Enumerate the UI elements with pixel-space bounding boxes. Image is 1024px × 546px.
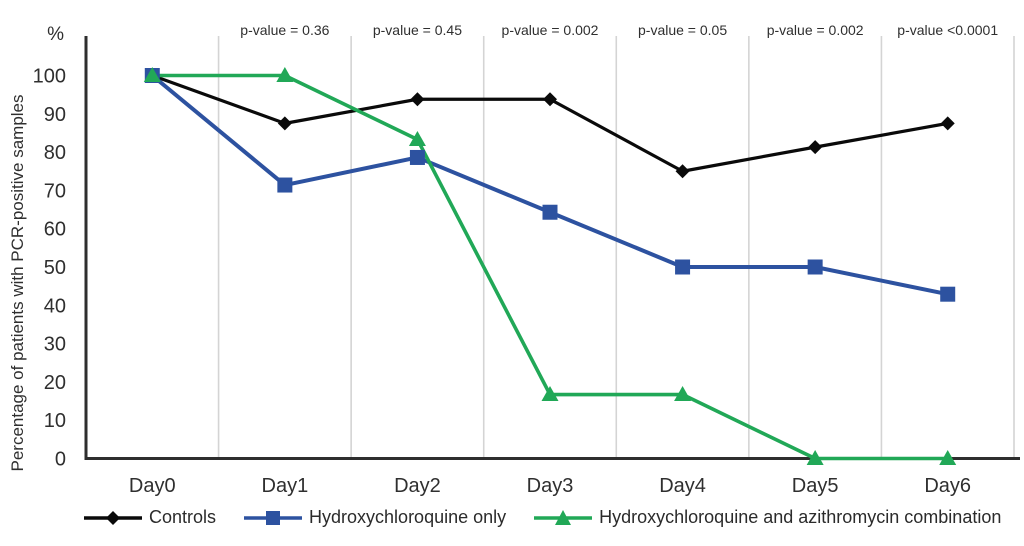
x-tick-label: Day1 bbox=[262, 475, 309, 497]
square-marker bbox=[807, 259, 823, 275]
series-line-triangle bbox=[152, 73, 948, 461]
diamond-marker bbox=[277, 116, 292, 131]
legend-label-controls: Controls bbox=[149, 507, 217, 527]
diamond-marker-icon bbox=[84, 510, 142, 525]
diamond-marker bbox=[808, 140, 823, 155]
y-tick-label: 20 bbox=[44, 372, 66, 394]
y-tick-label: 60 bbox=[44, 219, 66, 241]
p-value-annotation: p-value = 0.05 bbox=[638, 22, 727, 38]
square-marker bbox=[940, 286, 956, 302]
x-tick-label: Day4 bbox=[659, 475, 706, 497]
triangle-marker bbox=[674, 386, 692, 402]
diamond-marker bbox=[410, 92, 425, 107]
y-tick-label: 10 bbox=[44, 410, 66, 432]
p-value-annotation: p-value = 0.002 bbox=[767, 22, 864, 38]
legend-item-hcq-azithromycin-combination: Hydroxychloroquine and azithromycin comb… bbox=[532, 507, 1001, 528]
x-tick-label: Day2 bbox=[394, 475, 441, 497]
y-tick-label: 70 bbox=[44, 180, 66, 202]
p-value-annotation: p-value = 0.36 bbox=[240, 22, 329, 38]
y-tick-label: 0 bbox=[55, 449, 66, 471]
y-tick-label: 90 bbox=[44, 104, 66, 126]
legend-item-controls: Controls bbox=[82, 507, 216, 528]
legend-label-hcq-azithromycin-combination: Hydroxychloroquine and azithromycin comb… bbox=[599, 507, 1002, 527]
triangle-marker bbox=[276, 67, 294, 82]
y-tick-label: 30 bbox=[44, 334, 66, 356]
legend-item-hydroxychloroquine-only: Hydroxychloroquine only bbox=[242, 507, 506, 528]
triangle-marker bbox=[143, 67, 161, 82]
diamond-marker bbox=[940, 116, 955, 131]
square-marker bbox=[277, 177, 293, 193]
x-tick-label: Day3 bbox=[527, 475, 574, 497]
legend-label-hydroxychloroquine-only: Hydroxychloroquine only bbox=[309, 507, 507, 527]
triangle-marker bbox=[806, 450, 824, 465]
y-tick-label: 50 bbox=[44, 257, 66, 279]
triangle-marker bbox=[408, 130, 426, 146]
p-value-annotation: p-value = 0.45 bbox=[373, 22, 462, 38]
triangle-marker bbox=[541, 386, 559, 402]
y-axis-unit-label: % bbox=[47, 24, 64, 45]
square-marker bbox=[542, 204, 558, 220]
chart-legend: Controls Hydroxychloroquine only Hydroxy… bbox=[82, 507, 1001, 528]
y-tick-label: 100 bbox=[33, 66, 66, 88]
y-tick-label: 80 bbox=[44, 142, 66, 164]
diamond-marker bbox=[543, 92, 557, 107]
square-marker bbox=[675, 259, 691, 275]
x-tick-label: Day6 bbox=[924, 475, 971, 497]
y-axis-title: Percentage of patients with PCR-positive… bbox=[8, 94, 27, 472]
diamond-marker bbox=[675, 164, 690, 179]
y-tick-label: 40 bbox=[44, 295, 66, 317]
series-line-square bbox=[151, 73, 949, 297]
triangle-marker bbox=[939, 450, 957, 465]
p-value-annotation: p-value = 0.002 bbox=[502, 22, 599, 38]
p-value-annotation: p-value <0.0001 bbox=[897, 22, 998, 38]
x-tick-label: Day0 bbox=[129, 475, 176, 497]
square-marker-icon bbox=[244, 510, 303, 525]
triangle-marker-icon bbox=[534, 509, 593, 525]
square-marker bbox=[409, 149, 425, 165]
x-tick-label: Day5 bbox=[792, 475, 839, 497]
series-line-diamond bbox=[151, 73, 948, 173]
